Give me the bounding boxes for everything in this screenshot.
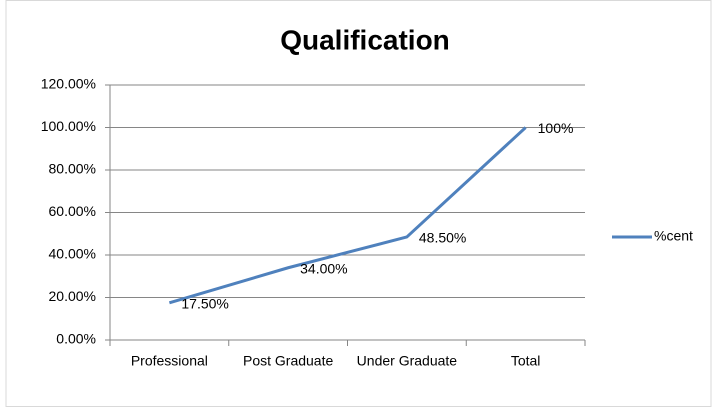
x-tick-label: Professional [131, 353, 208, 369]
data-label: 48.50% [419, 230, 466, 246]
chart-title: Qualification [280, 24, 450, 55]
x-tick-label: Under Graduate [357, 353, 458, 369]
data-label: 100% [538, 120, 574, 136]
y-tick-label: 20.00% [49, 288, 96, 304]
y-tick-label: 100.00% [41, 118, 96, 134]
data-label: 17.50% [181, 296, 228, 312]
data-label: 34.00% [300, 260, 347, 276]
line-series [168, 126, 527, 305]
y-tick-label: 0.00% [56, 331, 96, 347]
y-tick-label: 40.00% [49, 246, 96, 262]
legend-label: %cent [654, 228, 693, 244]
x-tick-label: Total [511, 353, 541, 369]
y-tick-label: 80.00% [49, 161, 96, 177]
chart-frame [5, 0, 712, 407]
y-tick-label: 60.00% [49, 203, 96, 219]
x-tick-label: Post Graduate [243, 353, 333, 369]
y-tick-label: 120.00% [41, 76, 96, 92]
